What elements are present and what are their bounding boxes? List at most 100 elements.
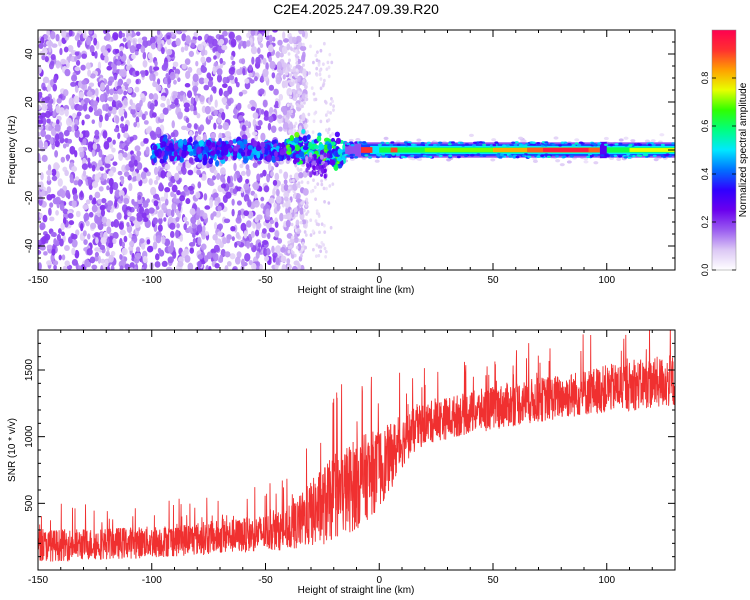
spectrogram-cell [294, 121, 298, 126]
spectrogram-cell [177, 77, 181, 83]
spectrogram-cell [82, 103, 88, 112]
spectrogram-cell [225, 238, 231, 244]
spectrogram-cell [262, 228, 267, 234]
spectrogram-cell [140, 45, 146, 54]
spectrogram-cell [252, 112, 259, 120]
spectrogram-cell [136, 150, 142, 157]
spectrogram-cell [281, 46, 288, 55]
spectrogram-cell [123, 235, 128, 243]
spectrogram-cell [256, 222, 262, 229]
spectrogram-cell [197, 35, 203, 41]
spectrogram-cell [181, 63, 187, 70]
spectrogram-cell [220, 151, 225, 157]
spectrogram-cell [245, 164, 250, 171]
spectrogram-cell [50, 54, 56, 61]
spectrogram-cell [81, 80, 87, 85]
spectrogram-cell [38, 249, 42, 255]
x-tick-label: 100 [598, 275, 615, 286]
spectrogram-band [543, 148, 589, 152]
spectrogram-cell [289, 238, 295, 243]
spectrogram-cell [313, 185, 317, 190]
spectrogram-cell [95, 216, 102, 226]
spectrogram-cell [521, 139, 527, 143]
spectrogram-cell [223, 218, 231, 224]
spectrogram-cell [149, 65, 153, 75]
spectrogram-cell [91, 149, 96, 157]
spectrogram-cell [266, 173, 270, 183]
spectrogram-cell [136, 162, 143, 171]
spectrogram-cell [113, 219, 120, 228]
snr-axes: -150 -100 -50 0 50 100 500 1000 1500 [24, 329, 676, 586]
spectrogram-cell [68, 97, 74, 106]
spectrogram-cell [472, 144, 477, 147]
spectrogram-cell [284, 79, 289, 88]
colorbar-frame [711, 29, 737, 271]
spectrogram-cell [456, 155, 461, 159]
spectrogram-cell [105, 84, 110, 92]
spectrogram-cell [297, 184, 301, 189]
spectrogram-cell [244, 252, 251, 262]
spectrogram-cell [263, 116, 270, 121]
spectrogram-cell [204, 255, 209, 263]
spectrogram-cell [492, 143, 497, 147]
spectrogram-cell [197, 163, 202, 168]
spectrogram-cell [187, 262, 194, 270]
spectrogram-cell [135, 103, 142, 112]
spectrogram-cell [200, 56, 206, 64]
spectrogram-cell [614, 143, 619, 146]
spectrogram-cell [312, 178, 315, 182]
spectrogram-cell [121, 241, 125, 248]
spectrogram-cell [133, 159, 138, 167]
spectrogram-cell [38, 42, 44, 49]
spectrogram-cell [450, 141, 455, 144]
spectrogram-cell [277, 114, 283, 119]
spectrogram-cell [146, 198, 151, 204]
spectrogram-cell [175, 229, 180, 239]
spectrogram-cell [123, 132, 129, 139]
spectrogram-cell [246, 132, 251, 139]
spectrogram-cell [513, 143, 518, 147]
spectrogram-cell [310, 86, 314, 90]
spectrogram-cell [266, 154, 272, 162]
spectrogram-cell [119, 50, 124, 57]
spectrogram-cell [188, 157, 194, 164]
spectrogram-cell [128, 182, 133, 192]
spectrogram-cell [288, 129, 291, 134]
spectrogram-cell [364, 154, 369, 157]
spectrogram-cell [40, 129, 47, 138]
spectrogram-cell [327, 65, 331, 70]
spectrogram-cell [326, 110, 330, 114]
spectrogram-cell [187, 169, 194, 176]
spectrogram-cell [214, 262, 220, 269]
spectrogram-cell [126, 64, 131, 71]
spectrogram-cell [87, 157, 91, 163]
spectrogram-cell [80, 222, 84, 232]
spectrogram-cell [321, 62, 325, 66]
spectrogram-cell [67, 138, 73, 144]
spectrogram-band [361, 147, 373, 153]
spectrogram-cell [381, 155, 386, 158]
spectrogram-cell [202, 225, 206, 233]
spectrogram-cell [160, 103, 166, 108]
spectrogram-cell [212, 87, 217, 94]
spectrogram-cell [318, 164, 322, 170]
spectrogram-cell [85, 220, 90, 227]
spectrogram-cell [316, 182, 320, 186]
spectrogram-cell [217, 113, 222, 119]
spectrogram-cell [171, 202, 177, 211]
spectrogram-cell [250, 106, 256, 112]
spectrogram-cell [49, 216, 55, 222]
spectrogram-cell [131, 53, 136, 60]
spectrogram-cell [196, 113, 201, 119]
spectrogram-cell [180, 166, 185, 173]
spectrogram-cell [289, 179, 293, 183]
spectrogram-cell [660, 155, 665, 158]
spectrogram-cell [106, 226, 112, 235]
spectrogram-cell [111, 147, 116, 153]
spectrogram-cell [287, 120, 291, 124]
spectrogram-cell [63, 89, 69, 97]
spectrogram-cell [225, 191, 232, 199]
spectrogram-cell [289, 95, 292, 99]
spectrogram-cell [174, 97, 179, 106]
spectrogram-cell [86, 90, 93, 97]
